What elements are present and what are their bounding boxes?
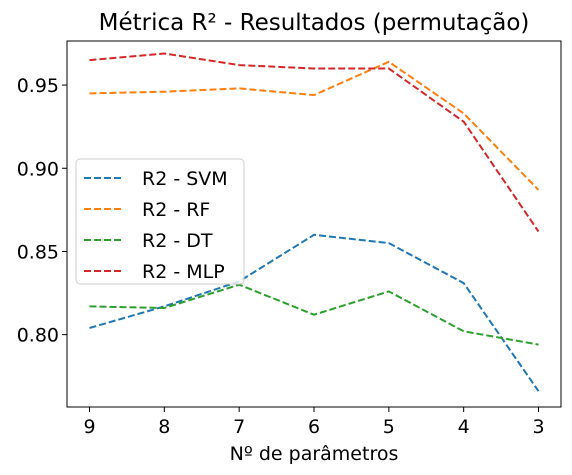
x-tick-label: 3 [532, 416, 544, 438]
legend-box [75, 158, 245, 285]
legend-label: R2 - RF [142, 199, 210, 221]
legend: R2 - SVM R2 - RF R2 - DT R2 - MLP [75, 158, 245, 285]
x-tick-label: 8 [158, 416, 170, 438]
x-axis-label: Nº de parâmetros [230, 443, 399, 465]
series-line-3 [89, 283, 539, 346]
series-line-1 [89, 233, 540, 392]
legend-label: R2 - DT [142, 230, 213, 252]
series-line-2 [89, 60, 540, 191]
y-tick-label: 0.85 [17, 241, 59, 263]
y-axis: 0.80 0.85 0.90 0.95 [17, 75, 67, 347]
y-tick-label: 0.90 [17, 158, 59, 180]
series-line-4 [89, 52, 540, 233]
chart-title: Métrica R² - Resultados (permutação) [99, 10, 530, 36]
x-tick-label: 9 [83, 416, 95, 438]
x-tick-label: 5 [383, 416, 395, 438]
x-tick-label: 4 [458, 416, 470, 438]
y-tick-label: 0.80 [17, 325, 59, 347]
x-axis: 9 8 7 6 5 4 3 [83, 407, 545, 438]
legend-label: R2 - MLP [142, 261, 225, 283]
plot-lines [89, 52, 540, 392]
y-tick-label: 0.95 [17, 75, 59, 97]
x-tick-label: 6 [308, 416, 320, 438]
x-tick-label: 7 [233, 416, 245, 438]
legend-label: R2 - SVM [142, 168, 228, 190]
